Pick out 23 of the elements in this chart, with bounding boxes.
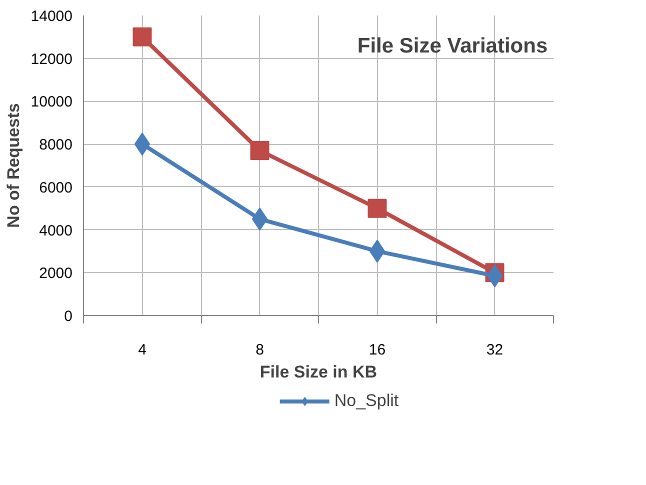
point <box>369 240 386 263</box>
x-tick-label: 4 <box>138 342 146 358</box>
y-tick-label: 2000 <box>39 265 73 282</box>
x-tick-label: 16 <box>368 342 386 358</box>
x-tick-label: 32 <box>486 342 504 358</box>
legend-label: No_Split <box>334 391 399 411</box>
point <box>486 264 503 288</box>
y-tick-label: 12000 <box>30 50 73 68</box>
point <box>134 132 150 156</box>
y-axis-title: No of Requests <box>4 103 23 228</box>
point <box>132 27 152 46</box>
y-tick-label: 4000 <box>39 222 73 240</box>
y-tick-label: 8000 <box>39 136 73 154</box>
point <box>252 208 268 231</box>
y-tick-label: 6000 <box>39 179 73 196</box>
x-axis-title: File Size in KB <box>260 362 378 382</box>
point <box>368 198 387 218</box>
text: File Size Variations <box>357 34 548 58</box>
point <box>250 141 270 160</box>
y-tick-label: 10000 <box>30 94 73 111</box>
y-tick-label: 0 <box>64 308 72 325</box>
y-tick-label: 14000 <box>30 8 73 25</box>
x-tick-label: 8 <box>256 342 264 358</box>
